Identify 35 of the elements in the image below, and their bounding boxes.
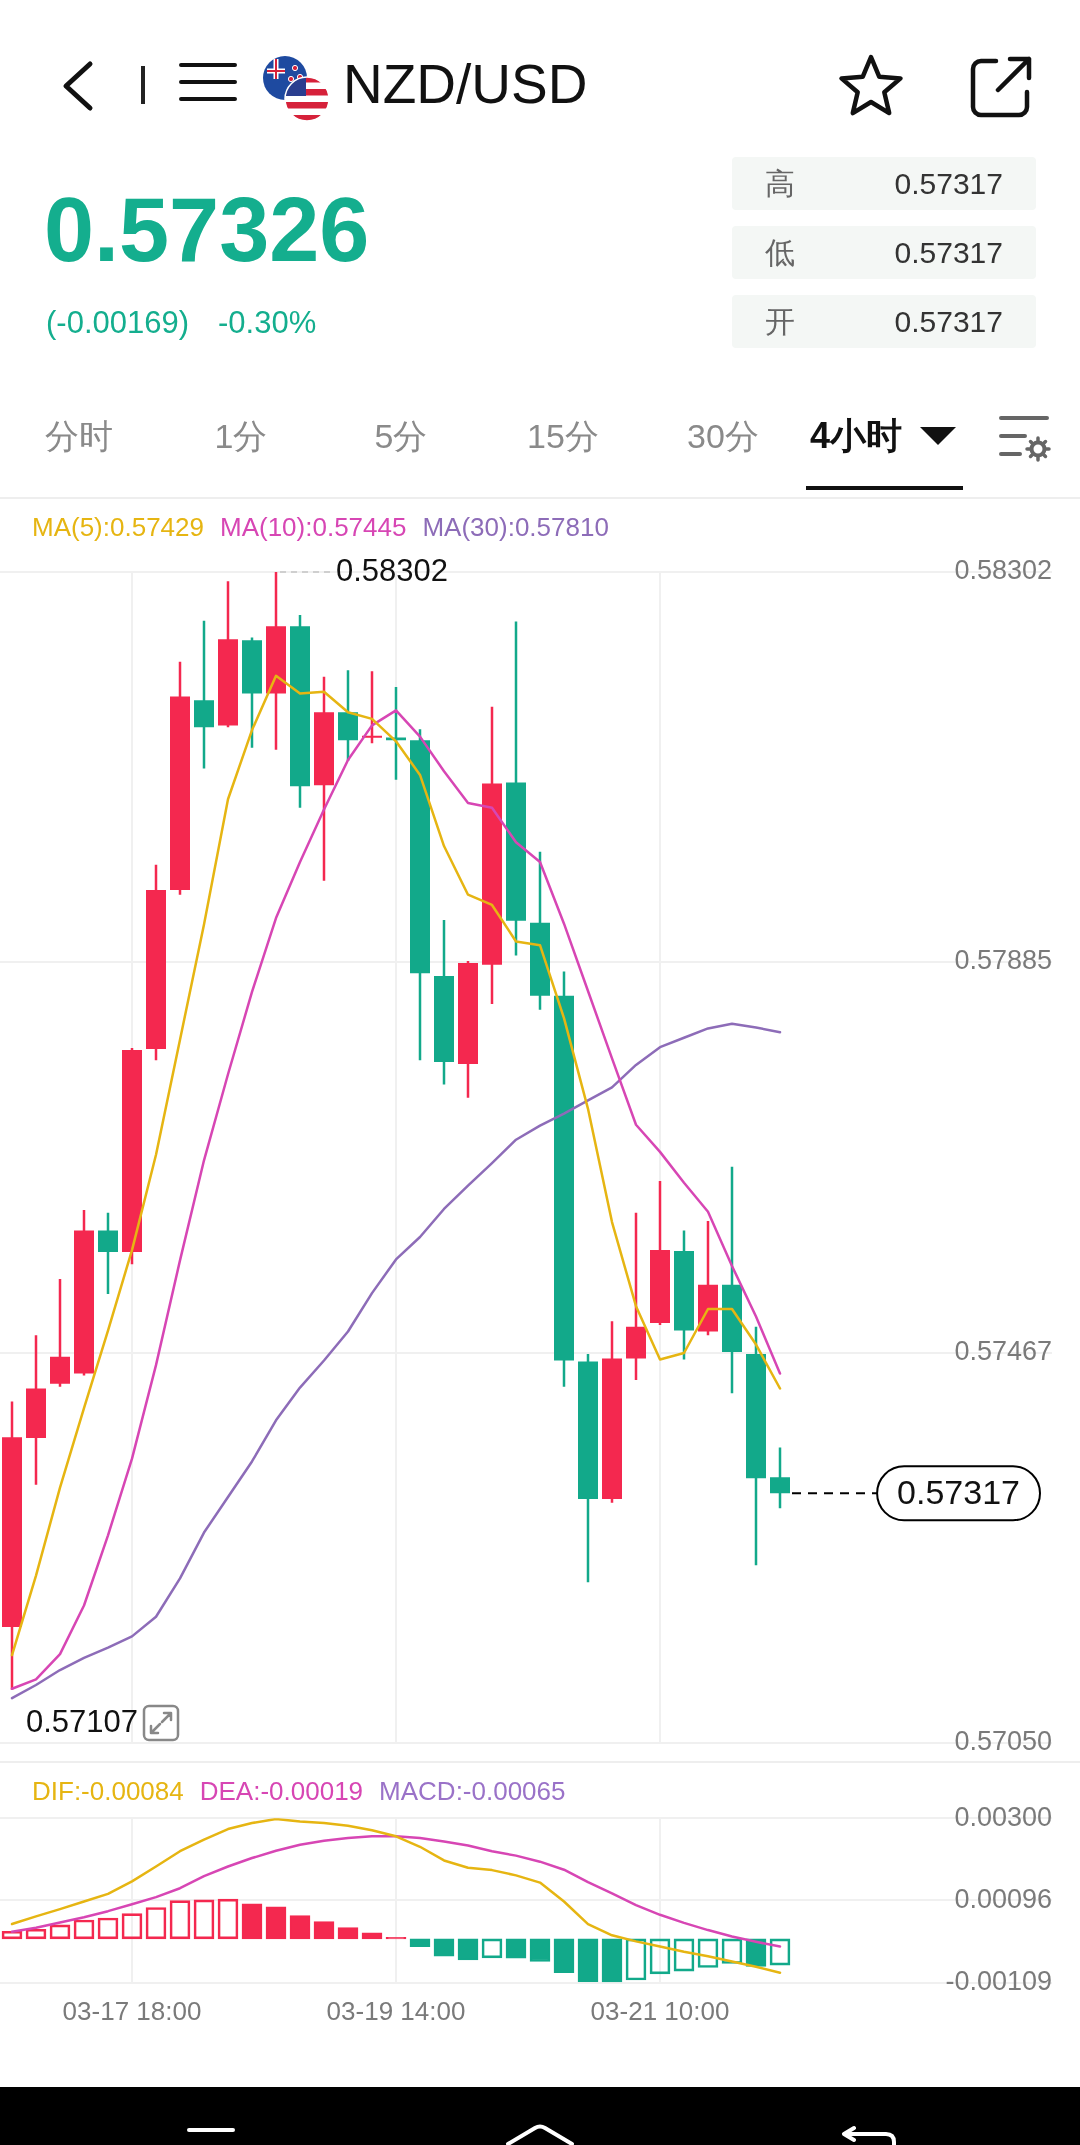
x-tick-label: 03-17 18:00 — [62, 1995, 202, 2026]
text: 0.57317 — [894, 305, 1003, 338]
y-tick-label: 0.00300 — [954, 1801, 1052, 1832]
text: 4小时 — [809, 415, 903, 456]
text: MA(30):0.57810 — [422, 512, 609, 542]
y-tick-label: 0.00096 — [954, 1883, 1052, 1914]
text: 30分 — [687, 417, 759, 455]
annotation: 0.57107 — [26, 1704, 139, 1740]
y-tick-label: -0.00109 — [945, 1966, 1052, 1997]
text: 0.57317 — [894, 236, 1003, 269]
text: 1分 — [214, 417, 268, 455]
annotation: 0.58302 — [336, 552, 449, 588]
text: MACD:-0.00065 — [379, 1776, 566, 1806]
text: 高 — [765, 167, 795, 200]
text: 5分 — [374, 417, 428, 455]
text: 低 — [765, 236, 795, 269]
text: NZD/USD — [343, 52, 588, 115]
x-tick-label: 03-19 14:00 — [326, 1995, 466, 2026]
y-tick-label: 0.57885 — [954, 945, 1052, 976]
text: MA(5):0.57429 — [32, 512, 204, 542]
x-tick-label: 03-21 10:00 — [590, 1995, 730, 2026]
text: 开 — [765, 305, 795, 338]
y-tick-label: 0.57050 — [954, 1726, 1052, 1757]
text: 0.57317 — [894, 167, 1003, 200]
text: -0.30% — [218, 304, 317, 340]
series-label: DIF:-0.00084 — [32, 1776, 184, 1806]
series-label: DEA:-0.00019 — [199, 1776, 364, 1806]
y-tick-label: 0.58302 — [954, 555, 1052, 586]
text: MA(10):0.57445 — [219, 512, 407, 542]
text: (-0.00169) — [46, 304, 190, 340]
y-tick-label: 0.57467 — [954, 1336, 1052, 1367]
text: 15分 — [527, 417, 599, 455]
text: 0.57317 — [897, 1472, 1020, 1511]
text: 分时 — [45, 417, 113, 455]
text: 0.57326 — [44, 180, 370, 280]
